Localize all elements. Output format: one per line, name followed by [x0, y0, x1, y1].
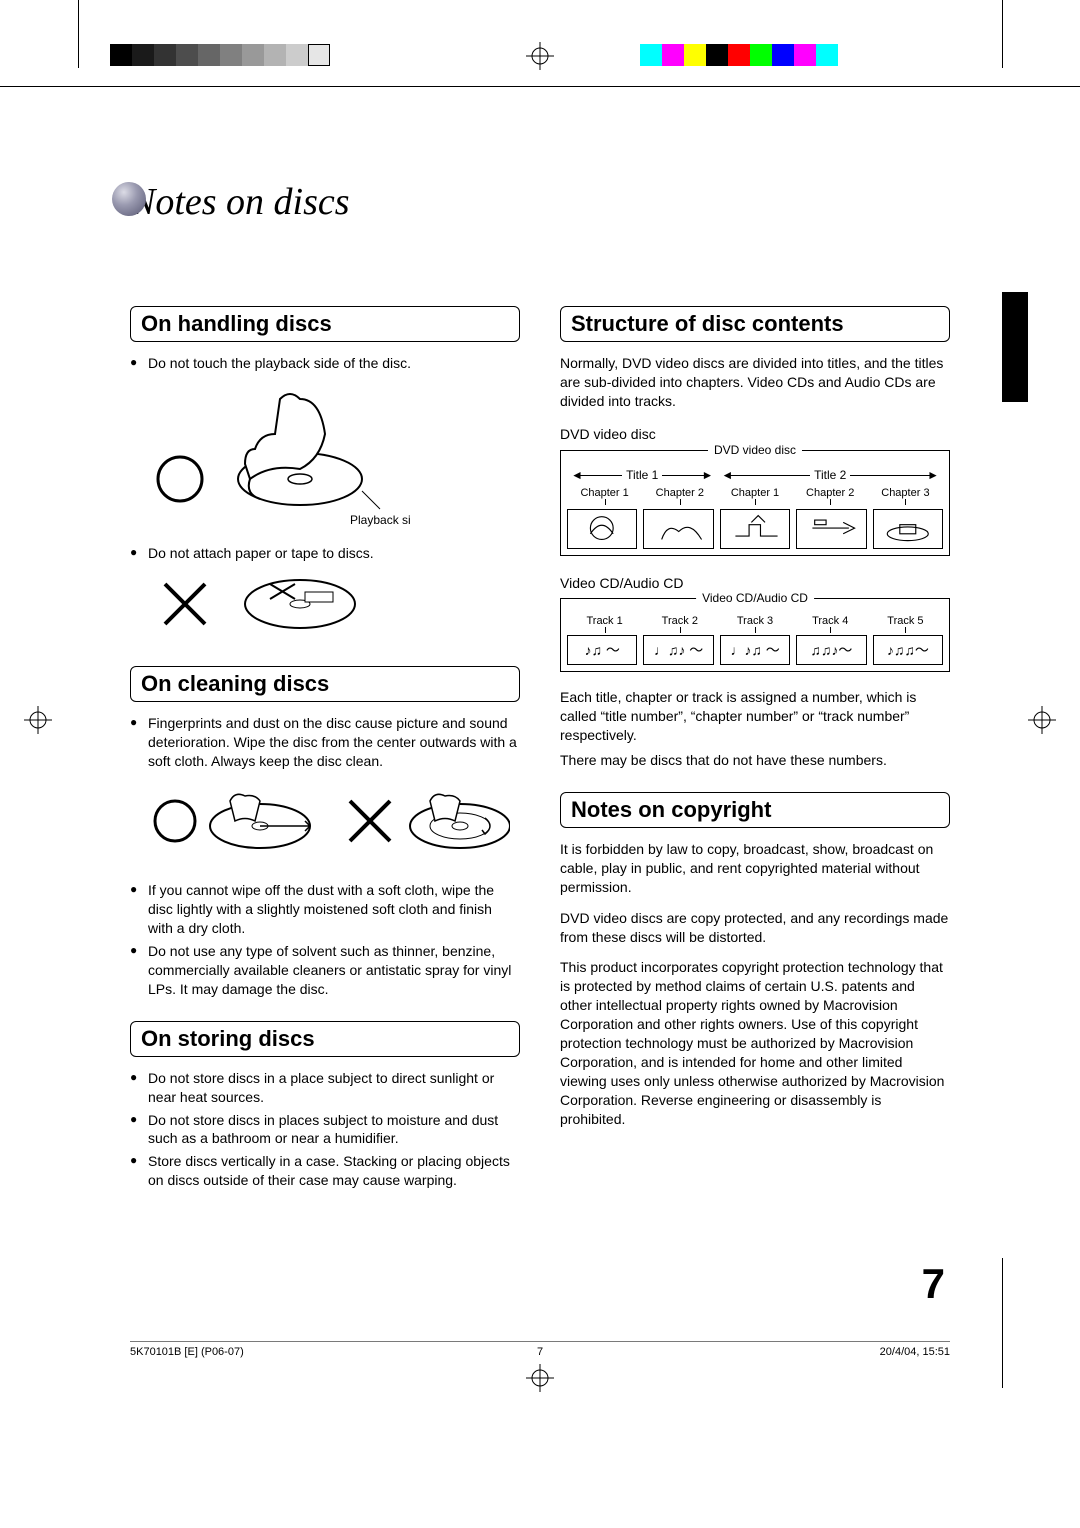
tr4: Track 4: [812, 615, 848, 627]
crop-line: [78, 0, 79, 68]
tr2: Track 2: [662, 615, 698, 627]
left-column: On handling discs Do not touch the playb…: [130, 284, 520, 1194]
section-head-cleaning: On cleaning discs: [130, 666, 520, 702]
tr1: Track 1: [586, 615, 622, 627]
color-calibration-bar: [640, 44, 838, 66]
dvd-structure-diagram: DVD video disc ◄ Title 1 ► ◄ Title 2 ►: [560, 450, 950, 556]
t2-ch1: Chapter 1: [731, 487, 779, 499]
copyright-p2: DVD video discs are copy protected, and …: [560, 909, 950, 947]
structure-p2: Each title, chapter or track is assigned…: [560, 688, 950, 745]
crop-line: [1002, 1258, 1003, 1388]
t2-ch2: Chapter 2: [806, 487, 854, 499]
cleaning-bullet-1: Fingerprints and dust on the disc cause …: [148, 714, 520, 771]
thumb-t2c3: [873, 509, 943, 549]
section-head-storing: On storing discs: [130, 1021, 520, 1057]
page-content: Notes on discs On handling discs Do not …: [130, 180, 950, 1194]
illustration-handling-ok: Playback side: [150, 379, 520, 534]
track-thumb-5: ♪♫♫～: [873, 635, 943, 665]
page-title-text: Notes on discs: [130, 181, 350, 223]
t1-ch2: Chapter 2: [656, 487, 704, 499]
thumb-t2c1: [720, 509, 790, 549]
dvd-label: DVD video disc: [560, 425, 950, 444]
title2-label: Title 2: [810, 468, 850, 482]
track-thumb-1: ♪♫ ～: [567, 635, 637, 665]
copyright-p1: It is forbidden by law to copy, broadcas…: [560, 840, 950, 897]
handling-bullet-2: Do not attach paper or tape to discs.: [148, 544, 520, 563]
section-head-copyright: Notes on copyright: [560, 792, 950, 828]
thumb-t2c2: [796, 509, 866, 549]
t2-ch3: Chapter 3: [881, 487, 929, 499]
storing-bullet-1: Do not store discs in a place subject to…: [148, 1069, 520, 1107]
illustration-handling-no: [150, 569, 520, 644]
page-number: 7: [922, 1260, 945, 1308]
thumb-t1c2: [643, 509, 713, 549]
footer-center: 7: [537, 1346, 543, 1358]
registration-mark-left: [24, 706, 52, 734]
tr3: Track 3: [737, 615, 773, 627]
section-tab-label: Introduction: [1007, 310, 1022, 386]
storing-bullet-2: Do not store discs in places subject to …: [148, 1111, 520, 1149]
section-head-structure: Structure of disc contents: [560, 306, 950, 342]
cleaning-bullet-2: If you cannot wipe off the dust with a s…: [148, 881, 520, 938]
right-column: Structure of disc contents Normally, DVD…: [560, 284, 950, 1194]
structure-p3: There may be discs that do not have thes…: [560, 751, 950, 770]
footer-left: 5K70101B [E] (P06-07): [130, 1346, 244, 1358]
illustration-cleaning: [150, 776, 520, 871]
storing-bullet-3: Store discs vertically in a case. Stacki…: [148, 1152, 520, 1190]
cd-structure-diagram: Video CD/Audio CD Track 1 Track 2 Track …: [560, 598, 950, 672]
title-bullet-icon: [112, 182, 146, 216]
structure-p1: Normally, DVD video discs are divided in…: [560, 354, 950, 411]
section-head-handling: On handling discs: [130, 306, 520, 342]
t1-ch1: Chapter 1: [580, 487, 628, 499]
dvd-box-title: DVD video disc: [708, 443, 802, 457]
footer-right: 20/4/04, 15:51: [880, 1346, 950, 1358]
track-thumb-3: ♩♪♫ ～: [720, 635, 790, 665]
crop-line: [0, 86, 1080, 87]
handling-bullet-1: Do not touch the playback side of the di…: [148, 354, 520, 373]
registration-mark-bottom: [526, 1364, 554, 1392]
playback-side-label: Playback side: [350, 513, 410, 527]
track-thumb-4: ♫♫♪～: [796, 635, 866, 665]
footer: 5K70101B [E] (P06-07) 7 20/4/04, 15:51: [130, 1341, 950, 1358]
copyright-p3: This product incorporates copyright prot…: [560, 958, 950, 1128]
page-title: Notes on discs: [130, 180, 950, 224]
registration-mark-top: [526, 42, 554, 70]
cleaning-bullet-3: Do not use any type of solvent such as t…: [148, 942, 520, 999]
gray-calibration-bar: [110, 44, 330, 66]
title1-label: Title 1: [622, 468, 662, 482]
crop-line: [1002, 0, 1003, 68]
tr5: Track 5: [887, 615, 923, 627]
cd-box-title: Video CD/Audio CD: [696, 591, 814, 605]
thumb-t1c1: [567, 509, 637, 549]
cd-label: Video CD/Audio CD: [560, 574, 950, 593]
registration-mark-right: [1028, 706, 1056, 734]
track-thumb-2: ♩♫♪ ～: [643, 635, 713, 665]
